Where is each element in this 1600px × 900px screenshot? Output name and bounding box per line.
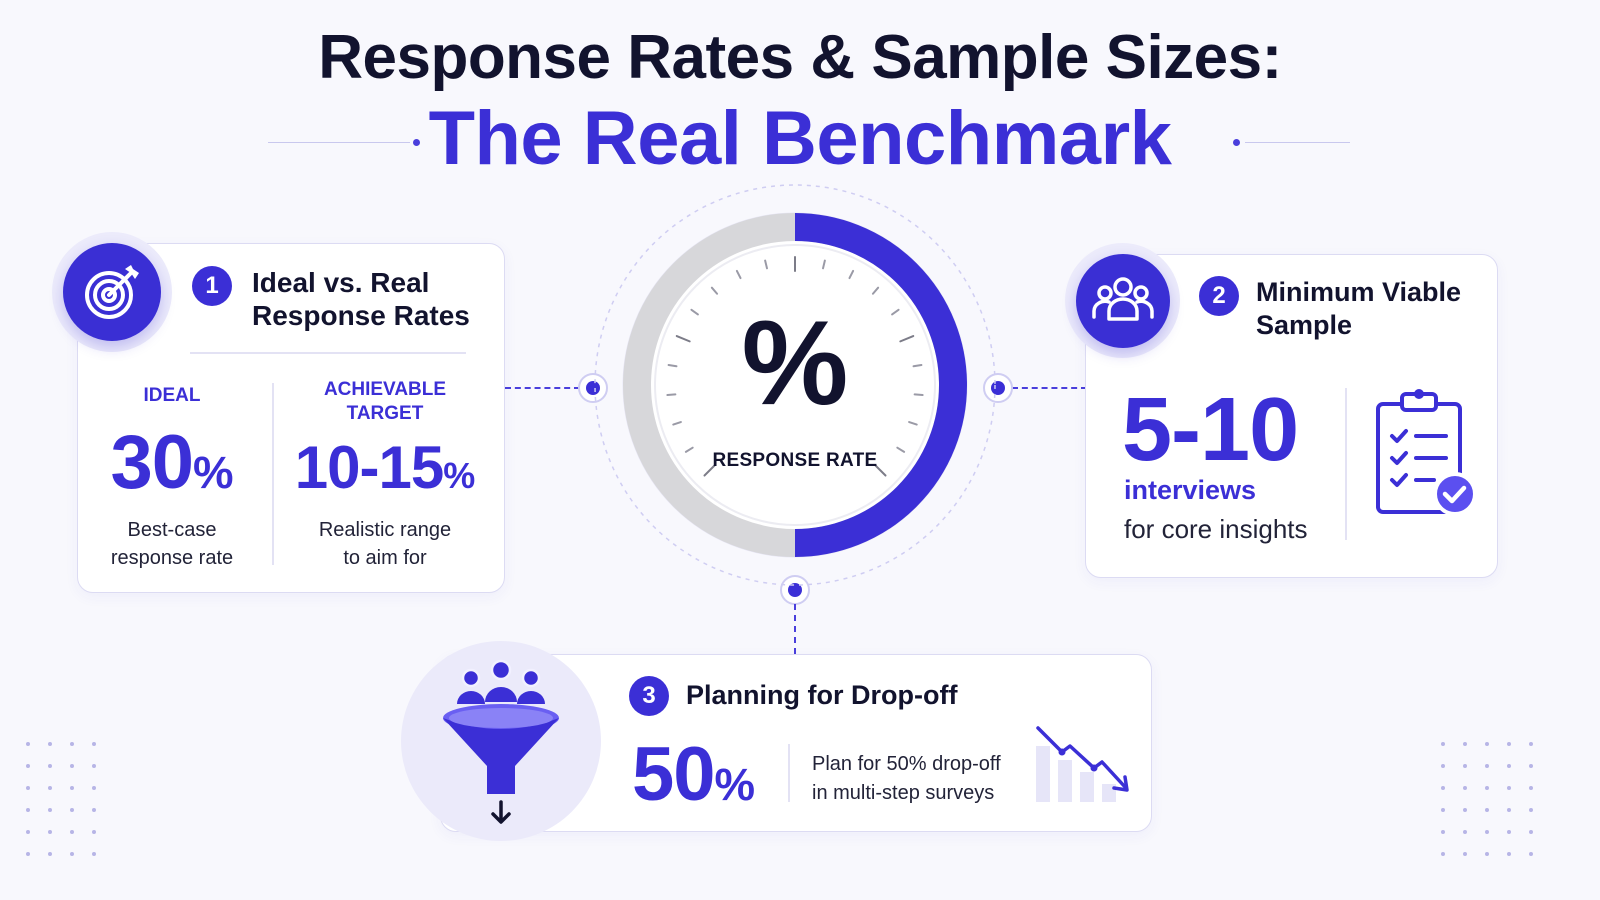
connector-node-right	[983, 373, 1013, 403]
users-icon-badge	[1065, 243, 1180, 358]
funnel-icon-badge	[401, 641, 601, 841]
gauge-minor-tick	[896, 446, 906, 453]
card-sample-title-line1: Minimum Viable	[1256, 277, 1462, 307]
ideal-description: Best-case response rate	[87, 516, 257, 572]
achievable-value-number: 10-15	[294, 434, 444, 501]
dropoff-value: 50%	[632, 732, 755, 828]
decorative-dots-right	[1441, 742, 1533, 856]
achievable-description: Realistic range to aim for	[285, 516, 485, 572]
gauge-minor-tick	[912, 363, 923, 368]
gauge-minor-tick	[690, 308, 699, 316]
users-icon-disc	[1075, 253, 1170, 348]
decorative-dots-left	[26, 742, 96, 856]
card-sample-title-line2: Sample	[1256, 310, 1353, 340]
dropoff-description: Plan for 50% drop-off in multi-step surv…	[812, 750, 1001, 808]
card-rates-title-line1: Ideal vs. Real	[252, 267, 430, 298]
ideal-value-unit: %	[193, 447, 234, 498]
connector-left	[505, 387, 580, 389]
card-dropoff-title: Planning for Drop-off	[686, 680, 958, 710]
gauge-minor-tick	[710, 286, 719, 295]
step-number-2: 2	[1199, 276, 1239, 316]
sample-value: 5-10	[1122, 380, 1299, 480]
ideal-value-number: 30	[110, 420, 194, 505]
card-rates-title-line2: Response Rates	[252, 300, 470, 331]
step-number-1: 1	[192, 266, 232, 306]
gauge-minor-tick	[848, 269, 855, 280]
card-dropoff-column-divider	[788, 744, 790, 802]
achievable-value: 10-15%	[280, 428, 490, 516]
gauge-minor-tick	[913, 393, 924, 397]
card-rates-divider	[190, 352, 466, 354]
ideal-label: IDEAL	[143, 385, 201, 406]
dropoff-value-unit: %	[714, 759, 756, 810]
title-divider-left	[268, 142, 410, 143]
users-icon	[1091, 276, 1154, 321]
gauge-minor-tick	[735, 269, 742, 280]
gauge-fill-arc	[794, 213, 967, 557]
ideal-value: 30%	[87, 420, 257, 516]
declining-chart-icon	[1032, 722, 1132, 809]
target-icon-disc	[63, 243, 161, 341]
card-sample-column-divider	[1345, 388, 1347, 540]
gauge-major-tick	[899, 335, 915, 343]
achievable-desc-line1: Realistic range	[318, 519, 452, 541]
title-divider-dot-left	[413, 139, 420, 146]
funnel-icon	[443, 659, 559, 824]
sample-unit-label: interviews	[1124, 475, 1257, 505]
percent-symbol: %	[741, 296, 849, 430]
card-sample-title: Minimum Viable Sample	[1256, 276, 1461, 342]
gauge-minor-tick	[908, 421, 918, 426]
dropoff-desc-line1: Plan for 50% drop-off	[812, 753, 1001, 775]
page-title: Response Rates & Sample Sizes:	[318, 23, 1282, 92]
achievable-label: ACHIEVABLE TARGET	[285, 378, 485, 426]
gauge-ticks	[666, 256, 924, 477]
gauge-minor-tick	[684, 446, 694, 453]
achievable-label-line1: ACHIEVABLE	[323, 379, 447, 400]
gauge-major-tick	[703, 464, 716, 477]
dropoff-desc-line2: in multi-step surveys	[812, 782, 995, 804]
card-rates-title: Ideal vs. Real Response Rates	[252, 266, 470, 332]
achievable-label-line2: TARGET	[346, 403, 424, 424]
target-icon	[85, 265, 139, 319]
ideal-desc-line2: response rate	[110, 547, 234, 569]
connector-node-left	[578, 373, 608, 403]
gauge-label: RESPONSE RATE	[712, 450, 878, 471]
sample-description: for core insights	[1124, 514, 1308, 544]
gauge-major-tick	[675, 335, 691, 343]
gauge-minor-tick	[891, 308, 900, 316]
card-rates-column-divider	[272, 383, 274, 565]
ideal-desc-line1: Best-case	[127, 519, 217, 541]
gauge-minor-tick	[822, 259, 826, 270]
step-number-3: 3	[629, 676, 669, 716]
page-subtitle: The Real Benchmark	[428, 96, 1172, 181]
gauge-minor-tick	[672, 421, 682, 426]
connector-right	[1012, 387, 1087, 389]
clipboard-check-icon	[1372, 386, 1482, 527]
target-icon-badge	[52, 232, 172, 352]
connector-bottom	[794, 604, 796, 654]
gauge-minor-tick	[666, 393, 677, 397]
gauge-major-tick	[874, 464, 887, 477]
dropoff-value-number: 50	[632, 732, 716, 817]
gauge-minor-tick	[871, 286, 880, 295]
achievable-value-unit: %	[443, 455, 476, 496]
gauge-graphic	[594, 184, 996, 586]
gauge-minor-tick	[667, 363, 678, 368]
response-rate-gauge: % RESPONSE RATE	[590, 180, 1000, 590]
title-divider-right	[1245, 142, 1350, 143]
achievable-desc-line2: to aim for	[343, 547, 427, 569]
title-divider-dot-right	[1233, 139, 1240, 146]
gauge-minor-tick	[764, 259, 768, 270]
